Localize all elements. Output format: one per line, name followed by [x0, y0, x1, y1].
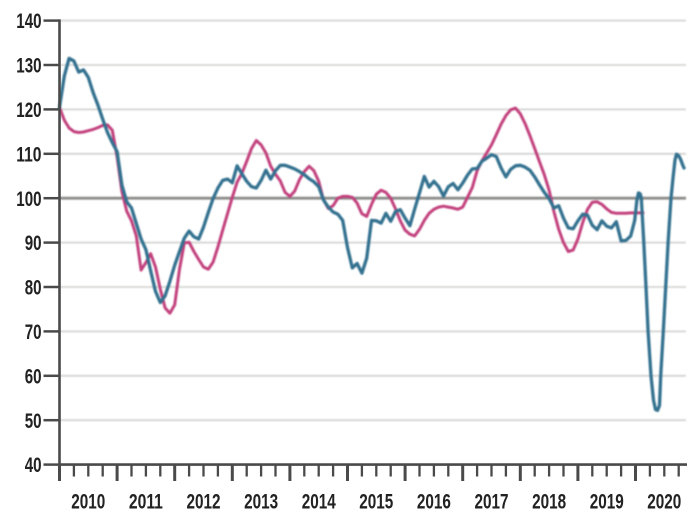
- svg-text:2010: 2010: [71, 491, 105, 514]
- svg-text:60: 60: [25, 365, 42, 388]
- svg-text:90: 90: [25, 232, 42, 255]
- svg-text:2020: 2020: [647, 491, 681, 514]
- svg-text:2018: 2018: [532, 491, 566, 514]
- svg-text:2012: 2012: [187, 491, 221, 514]
- svg-text:80: 80: [25, 277, 42, 300]
- svg-text:100: 100: [16, 188, 41, 211]
- svg-text:2019: 2019: [590, 491, 624, 514]
- svg-text:50: 50: [25, 410, 42, 433]
- svg-text:130: 130: [16, 55, 41, 78]
- svg-text:2013: 2013: [244, 491, 278, 514]
- svg-text:2015: 2015: [359, 491, 393, 514]
- svg-text:40: 40: [25, 454, 42, 477]
- svg-text:110: 110: [16, 143, 41, 166]
- svg-text:2017: 2017: [475, 491, 509, 514]
- svg-text:140: 140: [16, 10, 41, 33]
- svg-text:2011: 2011: [129, 491, 163, 514]
- svg-text:2014: 2014: [302, 491, 336, 514]
- svg-text:70: 70: [25, 321, 42, 344]
- svg-text:2016: 2016: [417, 491, 451, 514]
- svg-text:120: 120: [16, 99, 41, 122]
